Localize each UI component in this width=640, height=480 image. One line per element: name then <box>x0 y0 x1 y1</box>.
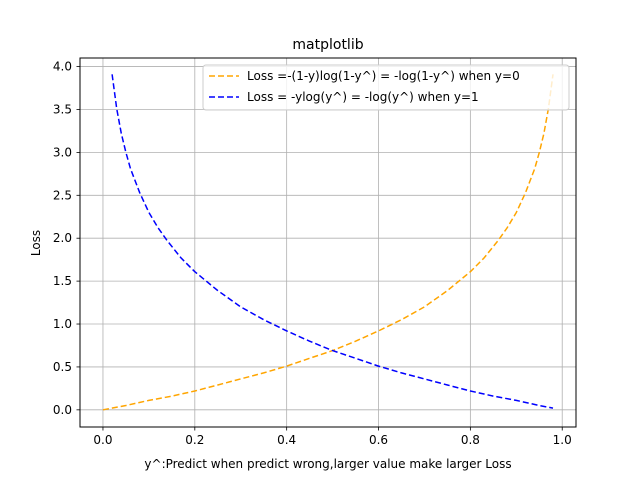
x-tick-label: 0.4 <box>277 433 296 447</box>
y-tick-label: 1.5 <box>53 274 72 288</box>
y-axis-label: Loss <box>29 230 43 256</box>
series-line-blue <box>111 74 554 409</box>
y-tick-label: 1.0 <box>53 317 72 331</box>
x-tick-label: 0.2 <box>185 433 204 447</box>
x-tick-label: 0.0 <box>93 433 112 447</box>
y-tick-label: 2.0 <box>53 231 72 245</box>
legend-entry-orange: Loss =-(1-y)log(1-y^) = -log(1-y^) when … <box>247 69 520 83</box>
y-tick-label: 3.0 <box>53 145 72 159</box>
y-tick-label: 4.0 <box>53 60 72 74</box>
chart-title: matplotlib <box>292 37 363 53</box>
y-tick-label: 2.5 <box>53 188 72 202</box>
plot-frame <box>79 57 577 428</box>
x-tick-label: 0.6 <box>369 433 388 447</box>
x-tick-label: 1.0 <box>553 433 572 447</box>
x-axis-label: y^:Predict when predict wrong,larger val… <box>144 457 511 471</box>
legend: Loss =-(1-y)log(1-y^) = -log(1-y^) when … <box>202 64 570 111</box>
y-tick-label: 0.0 <box>53 403 72 417</box>
y-tick-label: 3.5 <box>53 102 72 116</box>
series-lines <box>102 74 554 411</box>
x-tick-label: 0.8 <box>461 433 480 447</box>
legend-entry-blue: Loss = -ylog(y^) = -log(y^) when y=1 <box>247 90 479 104</box>
y-tick-label: 0.5 <box>53 360 72 374</box>
series-line-orange <box>102 74 554 411</box>
ticks: 0.0 0.2 0.4 0.6 0.8 1.0 0.0 0.5 1.0 1.5 2.0 2.5 3.0 3… <box>53 60 572 447</box>
legend-box <box>202 64 570 111</box>
